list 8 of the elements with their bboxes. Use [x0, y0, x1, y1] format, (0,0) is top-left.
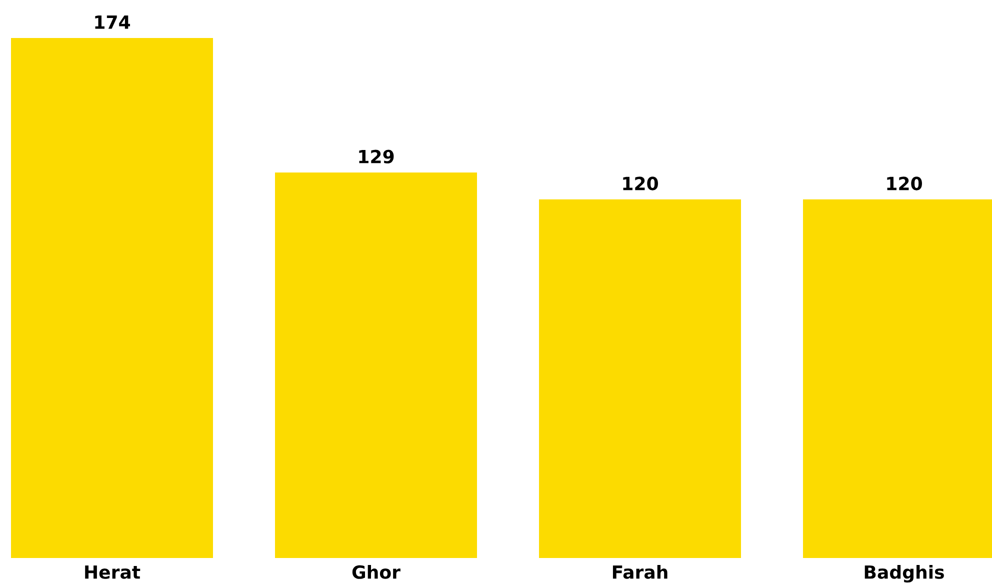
x-tick-label: Badghis	[864, 564, 944, 583]
data-label: 174	[95, 16, 130, 29]
data-label: 120	[887, 176, 922, 190]
x-tick-label: Ghor	[352, 564, 400, 579]
x-tick-label: Herat	[85, 566, 140, 579]
x-tick-label: Farah	[612, 564, 668, 579]
data-label: 120	[623, 176, 658, 190]
data-label: 129	[359, 150, 394, 164]
